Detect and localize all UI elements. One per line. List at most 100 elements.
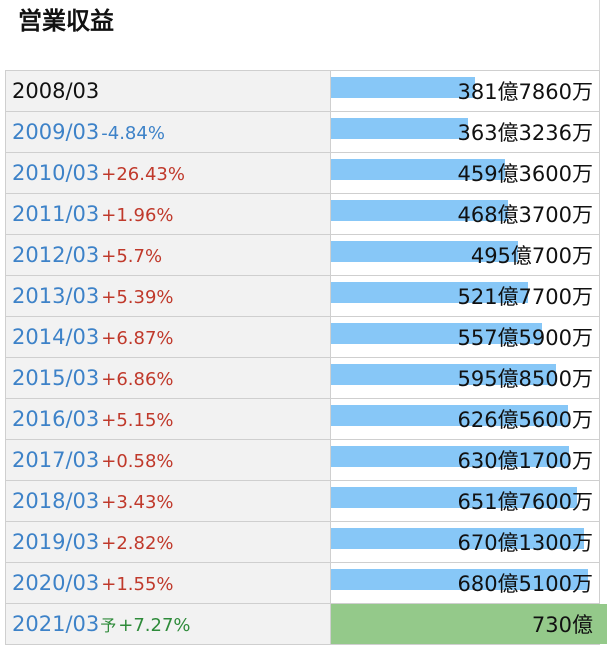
value-label: 626億5600万 bbox=[457, 408, 593, 432]
value-label: 651億7600万 bbox=[457, 490, 593, 514]
period-link[interactable]: 2010/03 bbox=[12, 161, 100, 185]
bar-cell: 670億1300万 bbox=[330, 521, 600, 563]
revenue-bar bbox=[331, 282, 528, 303]
change-percent: +7.27% bbox=[118, 615, 191, 636]
revenue-bar bbox=[331, 528, 584, 549]
bar-cell: 521億7700万 bbox=[330, 275, 600, 317]
forecast-bar bbox=[331, 604, 607, 644]
period-cell: 2021/03予 +7.27% bbox=[5, 603, 331, 645]
bar-cell: 595億8500万 bbox=[330, 357, 600, 399]
value-label: 670億1300万 bbox=[457, 531, 593, 555]
value-label: 557億5900万 bbox=[457, 326, 593, 350]
value-label: 363億3236万 bbox=[457, 121, 593, 145]
bar-cell: 630億1700万 bbox=[330, 439, 600, 481]
change-percent: +5.15% bbox=[101, 410, 174, 431]
period-cell: 2011/03 +1.96% bbox=[5, 193, 331, 235]
change-percent: +5.7% bbox=[101, 246, 163, 267]
period-link[interactable]: 2020/03 bbox=[12, 571, 100, 595]
revenue-bar bbox=[331, 323, 542, 344]
change-percent: -4.84% bbox=[101, 123, 165, 144]
period-cell: 2017/03 +0.58% bbox=[5, 439, 331, 481]
bar-cell: 381億7860万 bbox=[330, 70, 600, 112]
table-row: 2015/03 +6.86% 595億8500万 bbox=[5, 357, 600, 399]
revenue-bar bbox=[331, 569, 588, 590]
page-title: 営業収益 bbox=[18, 7, 114, 35]
bar-cell: 363億3236万 bbox=[330, 111, 600, 153]
value-label: 468億3700万 bbox=[457, 203, 593, 227]
table-row: 2018/03 +3.43% 651億7600万 bbox=[5, 480, 600, 522]
change-percent: +6.87% bbox=[101, 328, 174, 349]
change-percent: +6.86% bbox=[101, 369, 174, 390]
revenue-bar bbox=[331, 487, 577, 508]
table-row: 2010/03 +26.43% 459億3600万 bbox=[5, 152, 600, 194]
period-link[interactable]: 2019/03 bbox=[12, 530, 100, 554]
period-link[interactable]: 2021/03 bbox=[12, 612, 100, 636]
period-cell: 2015/03 +6.86% bbox=[5, 357, 331, 399]
period-cell: 2018/03 +3.43% bbox=[5, 480, 331, 522]
table-row: 2012/03 +5.7% 495億700万 bbox=[5, 234, 600, 276]
table-row: 2021/03予 +7.27% 730億 bbox=[5, 603, 607, 645]
period-cell: 2012/03 +5.7% bbox=[5, 234, 331, 276]
revenue-bar bbox=[331, 241, 518, 262]
revenue-bar bbox=[331, 364, 556, 385]
divider bbox=[599, 0, 600, 70]
change-percent: +2.82% bbox=[101, 533, 174, 554]
period-link[interactable]: 2011/03 bbox=[12, 202, 100, 226]
value-label: 381億7860万 bbox=[457, 80, 593, 104]
period-link[interactable]: 2009/03 bbox=[12, 120, 100, 144]
period-label: 2008/03 bbox=[12, 79, 100, 103]
period-cell: 2009/03 -4.84% bbox=[5, 111, 331, 153]
table-row: 2020/03 +1.55% 680億5100万 bbox=[5, 562, 600, 604]
table-row: 2017/03 +0.58% 630億1700万 bbox=[5, 439, 600, 481]
bar-cell: 495億700万 bbox=[330, 234, 600, 276]
change-percent: +26.43% bbox=[101, 164, 185, 185]
revenue-bar bbox=[331, 446, 569, 467]
change-percent: +0.58% bbox=[101, 451, 174, 472]
period-link[interactable]: 2013/03 bbox=[12, 284, 100, 308]
change-percent: +1.96% bbox=[101, 205, 174, 226]
period-link[interactable]: 2015/03 bbox=[12, 366, 100, 390]
period-link[interactable]: 2014/03 bbox=[12, 325, 100, 349]
period-cell: 2013/03 +5.39% bbox=[5, 275, 331, 317]
revenue-bar bbox=[331, 200, 508, 221]
change-percent: +1.55% bbox=[101, 574, 174, 595]
bar-cell: 626億5600万 bbox=[330, 398, 600, 440]
value-label: 630億1700万 bbox=[457, 449, 593, 473]
revenue-table: 2008/03 381億7860万 2009/03 -4.84% 363億3236万 20… bbox=[5, 70, 607, 645]
revenue-bar bbox=[331, 77, 475, 98]
value-label: 521億7700万 bbox=[457, 285, 593, 309]
table-row: 2013/03 +5.39% 521億7700万 bbox=[5, 275, 600, 317]
bar-cell: 651億7600万 bbox=[330, 480, 600, 522]
period-cell: 2008/03 bbox=[5, 70, 331, 112]
revenue-bar bbox=[331, 118, 468, 139]
period-cell: 2020/03 +1.55% bbox=[5, 562, 331, 604]
period-cell: 2010/03 +26.43% bbox=[5, 152, 331, 194]
table-row: 2019/03 +2.82% 670億1300万 bbox=[5, 521, 600, 563]
table-row: 2008/03 381億7860万 bbox=[5, 70, 600, 112]
period-cell: 2019/03 +2.82% bbox=[5, 521, 331, 563]
table-row: 2011/03 +1.96% 468億3700万 bbox=[5, 193, 600, 235]
revenue-bar bbox=[331, 405, 568, 426]
table-row: 2016/03 +5.15% 626億5600万 bbox=[5, 398, 600, 440]
bar-cell: 557億5900万 bbox=[330, 316, 600, 358]
period-link[interactable]: 2017/03 bbox=[12, 448, 100, 472]
change-percent: +3.43% bbox=[101, 492, 174, 513]
period-cell: 2016/03 +5.15% bbox=[5, 398, 331, 440]
value-label: 680億5100万 bbox=[457, 572, 593, 596]
table-row: 2009/03 -4.84% 363億3236万 bbox=[5, 111, 600, 153]
period-link[interactable]: 2018/03 bbox=[12, 489, 100, 513]
period-cell: 2014/03 +6.87% bbox=[5, 316, 331, 358]
value-label: 459億3600万 bbox=[457, 162, 593, 186]
change-percent: +5.39% bbox=[101, 287, 174, 308]
bar-cell: 730億 bbox=[330, 603, 607, 645]
period-link[interactable]: 2012/03 bbox=[12, 243, 100, 267]
revenue-bar bbox=[331, 159, 505, 180]
bar-cell: 468億3700万 bbox=[330, 193, 600, 235]
value-label: 495億700万 bbox=[470, 244, 593, 268]
forecast-mark: 予 bbox=[100, 616, 117, 635]
bar-cell: 680億5100万 bbox=[330, 562, 600, 604]
bar-cell: 459億3600万 bbox=[330, 152, 600, 194]
table-row: 2014/03 +6.87% 557億5900万 bbox=[5, 316, 600, 358]
value-label: 730億 bbox=[531, 613, 593, 637]
period-link[interactable]: 2016/03 bbox=[12, 407, 100, 431]
